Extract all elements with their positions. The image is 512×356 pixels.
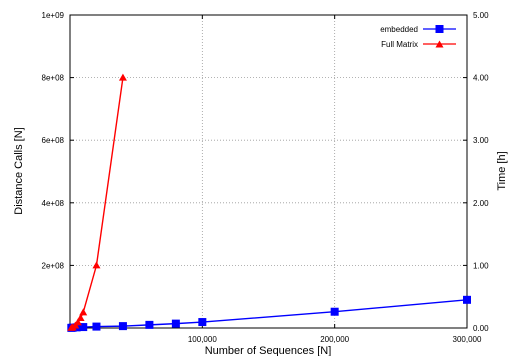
plot-area xyxy=(70,15,467,328)
data-point-embedded xyxy=(171,319,180,328)
y2-tick-label: 2.00 xyxy=(473,199,489,208)
y-tick-label: 4e+08 xyxy=(42,199,65,208)
y-tick-label: 1e+09 xyxy=(42,11,65,20)
legend-label-embedded: embedded xyxy=(380,25,418,34)
y2-tick-label: 5.00 xyxy=(473,11,489,20)
data-point-embedded xyxy=(145,320,154,329)
y-tick-label: 8e+08 xyxy=(42,74,65,83)
legend-label-full-matrix: Full Matrix xyxy=(381,40,418,49)
y2-tick-label: 3.00 xyxy=(473,136,489,145)
ticks: 100,000 200,000 300,000 2e+08 4e+08 6e+08 8e+0… xyxy=(42,11,490,344)
x-axis-label: Number of Sequences [N] xyxy=(205,345,332,356)
x-tick-label: 200,000 xyxy=(320,335,349,344)
series xyxy=(67,73,471,332)
y-tick-label: 6e+08 xyxy=(42,136,65,145)
data-point-embedded xyxy=(463,295,471,304)
data-point-embedded xyxy=(330,307,339,316)
x-tick-label: 100,000 xyxy=(188,335,217,344)
y2-tick-label: 4.00 xyxy=(473,74,489,83)
legend-marker-full-matrix xyxy=(435,40,444,48)
data-point-full-matrix xyxy=(73,318,82,326)
y-axis-label: Distance Calls [N] xyxy=(13,127,25,214)
data-point-embedded xyxy=(118,322,127,331)
plot-frame xyxy=(69,14,468,329)
y2-axis-label: Time [h] xyxy=(496,151,508,190)
data-point-embedded xyxy=(198,318,207,327)
legend-entry-embedded: embedded xyxy=(380,25,456,34)
grid xyxy=(70,15,467,328)
y2-tick-label: 0.00 xyxy=(473,324,489,333)
data-point-embedded xyxy=(79,323,88,332)
data-point-full-matrix xyxy=(76,313,85,321)
x-tick-label: 300,000 xyxy=(453,335,482,344)
y2-tick-label: 1.00 xyxy=(473,261,489,270)
data-point-full-matrix xyxy=(92,261,101,269)
y-tick-label: 2e+08 xyxy=(42,261,65,270)
legend: embedded Full Matrix xyxy=(380,25,456,49)
data-point-full-matrix xyxy=(79,308,88,316)
legend-entry-full-matrix: Full Matrix xyxy=(381,40,456,49)
data-point-full-matrix xyxy=(118,73,127,81)
legend-marker-embedded xyxy=(435,25,444,33)
data-point-embedded xyxy=(92,322,101,331)
